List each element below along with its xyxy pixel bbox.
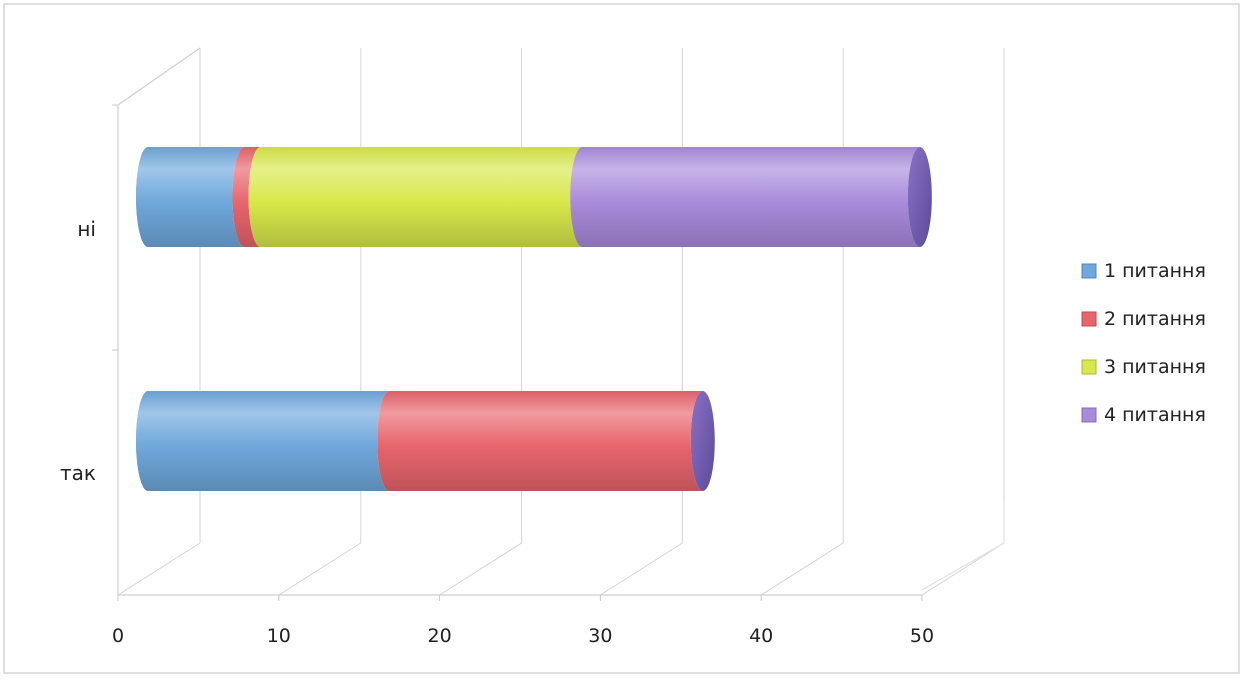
bar-start-cap [136,147,160,247]
bar-segment [136,391,390,491]
x-tick-label: 30 [588,625,612,647]
left-wall-top-edge [117,47,201,106]
floor-gridline [439,542,522,596]
legend: 1 питання 2 питання 3 питання 4 питання [1081,260,1206,426]
category-label: ні [77,217,96,241]
bar-end-cap [907,147,932,247]
bar-segment [570,147,920,247]
floor-gridline [278,542,362,596]
floor-gridline [117,542,201,596]
legend-label: 4 питання [1104,404,1206,426]
legend-swatch [1081,407,1097,423]
legend-swatch [1081,311,1097,327]
bars [136,147,932,491]
floor-gridline [921,542,1005,596]
floor-gridline [760,542,844,596]
x-tick-label: 40 [749,625,773,647]
x-tick-label: 0 [112,625,124,647]
right-floor-edge [921,542,1005,591]
bar-end-cap [690,391,715,491]
floor-gridline [600,542,683,596]
x-tick-label: 10 [267,625,291,647]
legend-swatch [1081,359,1097,375]
legend-label: 3 питання [1104,356,1206,378]
bar-segment [377,391,703,491]
bar-segment [136,147,245,247]
chart-border [3,3,1240,674]
category-label: так [60,461,96,485]
bar-start-cap [136,391,160,491]
legend-label: 2 питання [1104,308,1206,330]
category-labels: так ні [60,217,96,485]
x-tick-label: 20 [428,625,452,647]
legend-label: 1 питання [1104,260,1206,282]
x-tick-labels: 0 10 20 30 40 50 [112,625,934,647]
bar-segment [232,147,261,247]
x-tick-label: 50 [910,625,934,647]
bar-segment [248,147,583,247]
legend-swatch [1081,263,1097,279]
grid [112,47,1005,601]
